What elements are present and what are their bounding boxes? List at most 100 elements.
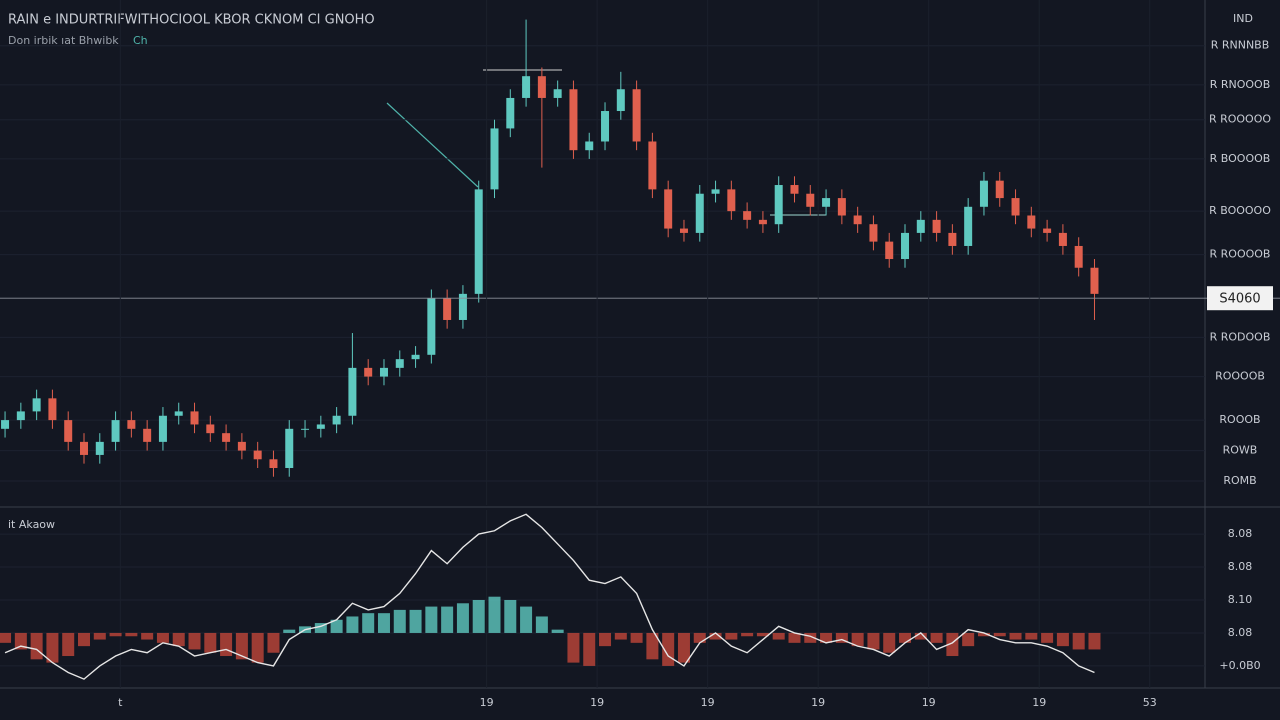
y-tick-label: ROOOB <box>1219 413 1260 426</box>
candle-body <box>616 89 625 112</box>
candle-body <box>316 424 325 429</box>
candle-body <box>174 411 183 416</box>
candle-body <box>474 189 483 294</box>
histogram-bar <box>583 632 596 666</box>
x-tick-label: t <box>118 696 123 709</box>
candle-body <box>411 354 420 360</box>
candle-body <box>601 111 610 142</box>
histogram-bar <box>235 632 248 660</box>
candle-body <box>995 180 1004 199</box>
y-tick-label: +0.0B0 <box>1219 659 1260 672</box>
y-tick-label: ROMB <box>1223 474 1256 487</box>
histogram-bar <box>914 632 927 640</box>
candle-body <box>774 185 783 225</box>
y-tick-label: ROWB <box>1223 444 1258 457</box>
histogram-bar <box>835 632 848 643</box>
histogram-bar <box>599 632 612 647</box>
histogram-bar <box>851 632 864 647</box>
histogram-bar <box>962 632 975 647</box>
histogram-bar <box>1056 632 1069 647</box>
histogram-bar <box>741 632 754 637</box>
histogram-bar <box>772 632 785 640</box>
histogram-bar <box>172 632 185 647</box>
candle-body <box>1043 228 1052 233</box>
histogram-bar <box>693 632 706 643</box>
histogram-bar <box>677 632 690 663</box>
candle-body <box>964 206 973 246</box>
histogram-bar <box>804 632 817 643</box>
histogram-bar <box>472 599 485 633</box>
histogram-bar <box>756 632 769 637</box>
histogram-bar <box>709 632 722 640</box>
candle-body <box>379 367 388 377</box>
histogram-bar <box>141 632 154 640</box>
candle-body <box>901 232 910 260</box>
candle-body <box>695 193 704 233</box>
y-tick-label: ROOOOB <box>1215 370 1265 383</box>
histogram-bar <box>725 632 738 640</box>
trend-line <box>386 102 479 188</box>
histogram-bar <box>977 632 990 637</box>
x-tick-label: 19 <box>590 696 604 709</box>
candle-body <box>348 367 357 416</box>
candle-body <box>979 180 988 207</box>
histogram-bar <box>330 619 343 633</box>
candle-body <box>916 219 925 233</box>
candle-body <box>95 441 104 455</box>
candle-body <box>48 398 57 421</box>
candle-body <box>679 228 688 233</box>
candle-body <box>285 428 294 468</box>
oscillator-line <box>4 513 1095 680</box>
histogram-bar <box>1072 632 1085 650</box>
histogram-bar <box>788 632 801 643</box>
candle-body <box>869 224 878 242</box>
histogram-bar <box>441 606 454 633</box>
histogram-bar <box>535 616 548 633</box>
histogram-bar <box>267 632 280 653</box>
candle-body <box>143 428 152 442</box>
candle-body <box>1027 215 1036 229</box>
chart-subtitle: Don irbik ıat Bhwibk <box>8 34 119 47</box>
histogram-bar <box>551 629 564 633</box>
candle-body <box>1 420 10 429</box>
candle-body <box>237 441 246 451</box>
histogram-bar <box>62 632 75 657</box>
y-tick-label: R ROOOOB <box>1210 248 1271 261</box>
candle-body <box>948 232 957 246</box>
candle-body <box>822 198 831 207</box>
histogram-bar <box>488 596 501 633</box>
candle-body <box>711 189 720 194</box>
x-tick-label: 19 <box>811 696 825 709</box>
candle-body <box>443 298 452 320</box>
histogram-bar <box>362 613 375 633</box>
price-label: S4060 <box>1219 292 1260 307</box>
candle-body <box>806 193 815 207</box>
candle-body <box>743 211 752 220</box>
histogram-bar <box>930 632 943 643</box>
histogram-bar <box>646 632 659 660</box>
histogram-bar <box>614 632 627 640</box>
x-tick-label: 19 <box>1032 696 1046 709</box>
y-tick-label: R RODOOB <box>1210 330 1271 343</box>
candle-body <box>64 420 73 442</box>
candle-body <box>1058 232 1067 246</box>
histogram-bar <box>393 609 406 633</box>
candle-body <box>932 219 941 233</box>
candle-body <box>1011 198 1020 216</box>
candle-body <box>1074 245 1083 268</box>
candle-body <box>837 198 846 216</box>
candle-body <box>569 89 578 151</box>
candle-body <box>490 128 499 190</box>
candle-body <box>553 89 562 98</box>
histogram-bar <box>425 606 438 633</box>
histogram-bar <box>899 632 912 643</box>
candle-body <box>853 215 862 225</box>
y-tick-label: R BOOOOO <box>1209 204 1271 217</box>
histogram-bar <box>993 632 1006 637</box>
y-tick-label: R BOOOOB <box>1210 152 1271 165</box>
candle-body <box>190 411 199 425</box>
histogram-bar <box>125 632 138 637</box>
candle-body <box>253 450 262 460</box>
y-tick-label: 8.08 <box>1228 626 1253 639</box>
